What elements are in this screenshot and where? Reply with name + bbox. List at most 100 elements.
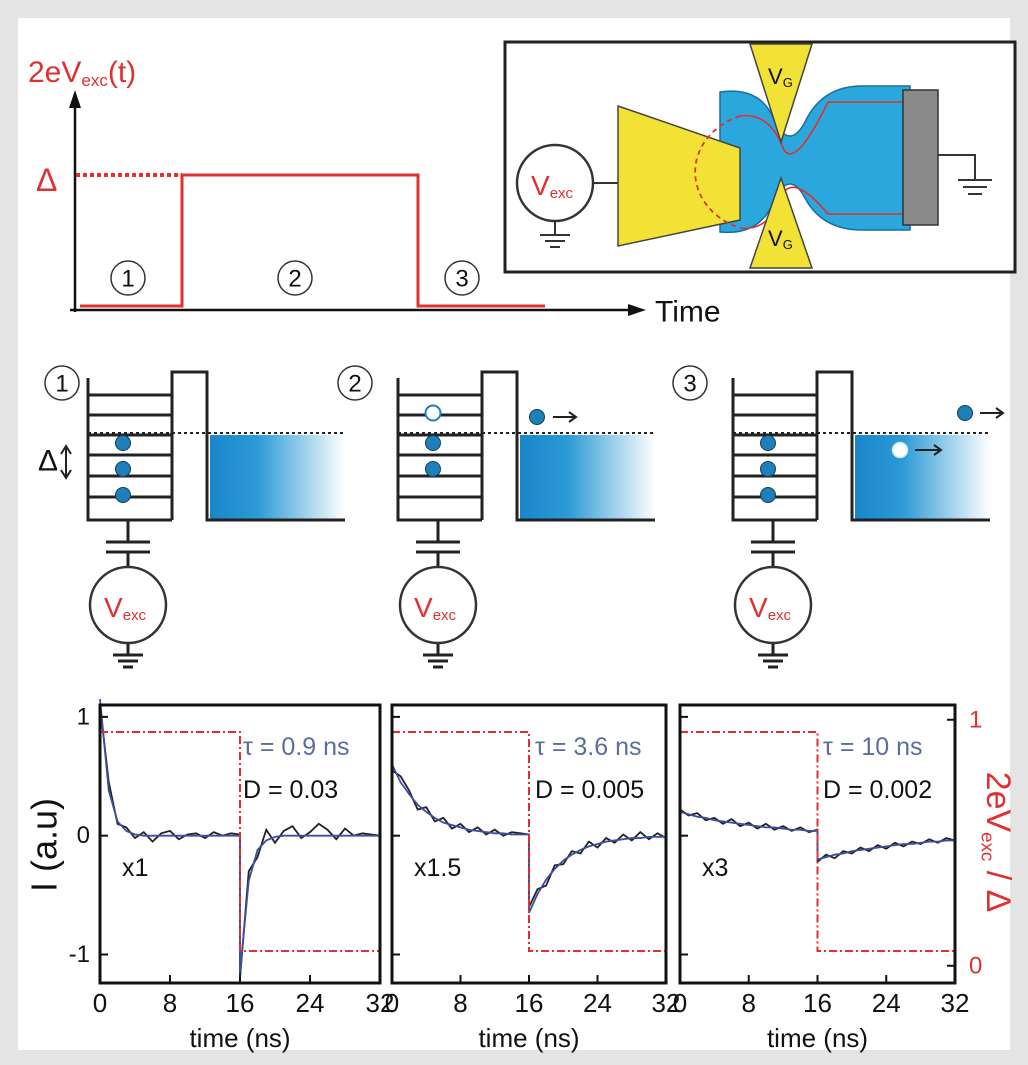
lead — [855, 435, 990, 520]
y2-tick-label: 1 — [969, 706, 982, 733]
pulse-diagram: Time Δ 2eVexc(t) 1 2 3 — [28, 56, 721, 329]
x-axis-label: time (ns) — [189, 1023, 290, 1053]
source-label: Vexc — [749, 592, 792, 624]
annotation: x3 — [702, 854, 728, 882]
gate-label: VG — [768, 226, 793, 252]
energy-diagram: 2 Vexc — [337, 365, 655, 669]
gate — [748, 175, 814, 269]
annotation: x1 — [122, 854, 148, 882]
source-circle — [88, 565, 168, 645]
ohmic-contact — [617, 104, 741, 247]
source-label: Vexc — [414, 592, 457, 624]
step-number: 3 — [455, 266, 468, 293]
x-tick-label: 32 — [366, 988, 395, 1018]
hole — [424, 404, 442, 422]
y-tick-label: -1 — [69, 941, 90, 968]
step-number: 1 — [121, 266, 134, 293]
text: V — [749, 592, 768, 623]
text: V — [768, 64, 783, 89]
capacitor — [106, 520, 150, 669]
electron — [529, 409, 545, 425]
y-tick-label: 0 — [77, 822, 90, 849]
text: (t) — [108, 56, 136, 89]
x-tick-label: 16 — [515, 988, 544, 1018]
delta-label: Δ — [36, 162, 57, 198]
annotation: D = 0.002 — [823, 776, 932, 804]
step-circle — [672, 365, 708, 401]
arrowhead — [628, 304, 646, 316]
annotation: τ = 3.6 ns — [535, 733, 641, 761]
text: / Δ — [979, 861, 1017, 912]
y-axis-label: I (a.u) — [24, 798, 65, 892]
data-line — [680, 731, 955, 953]
y-tick-label: 1 — [77, 703, 90, 730]
source-label: Vexc — [104, 592, 147, 624]
annotation: D = 0.005 — [535, 776, 644, 804]
subscript: G — [783, 237, 793, 252]
subscript: G — [783, 75, 793, 90]
arrow — [553, 411, 578, 423]
step-number: 2 — [288, 266, 301, 293]
time-label: Time — [655, 296, 721, 329]
data-line — [392, 731, 666, 953]
step-circle — [110, 260, 146, 296]
edge-state — [694, 115, 741, 229]
annotation: τ = 0.9 ns — [243, 733, 349, 761]
gate-label: VG — [768, 64, 793, 90]
arrowhead — [69, 90, 81, 108]
step-circle — [44, 365, 80, 401]
x-tick-label: 24 — [583, 988, 612, 1018]
x-tick-label: 24 — [296, 988, 325, 1018]
dot-levels — [731, 370, 990, 522]
text: V — [414, 592, 433, 623]
subscript: exc — [550, 185, 574, 202]
x-tick-label: 0 — [385, 988, 399, 1018]
capacitor — [416, 520, 460, 669]
source-circle — [398, 565, 478, 645]
subscript: exc — [123, 607, 147, 624]
x-tick-label: 16 — [803, 988, 832, 1018]
annotation: D = 0.03 — [243, 776, 338, 804]
text: 2eV — [979, 772, 1017, 833]
electron — [760, 461, 776, 477]
2deg — [719, 85, 911, 234]
text: V — [768, 226, 783, 251]
source-label: Vexc — [531, 170, 574, 202]
x-tick-label: 8 — [163, 988, 177, 1018]
dot-levels — [86, 370, 345, 522]
x-tick-label: 32 — [941, 988, 970, 1018]
step-circle — [444, 260, 480, 296]
device: Vexc VG VG — [503, 40, 1017, 274]
pulse — [80, 173, 545, 308]
x-tick-label: 8 — [742, 988, 756, 1018]
ground — [540, 221, 570, 248]
text: V — [531, 170, 550, 201]
text: 2eV — [28, 56, 81, 89]
subscript: exc — [768, 607, 792, 624]
step-number: 1 — [55, 371, 68, 398]
x-axis-label: time (ns) — [478, 1023, 579, 1053]
y2-tick-label: 0 — [969, 952, 982, 979]
delta-arrow — [60, 444, 72, 480]
gate — [748, 43, 814, 145]
step-circle — [277, 260, 313, 296]
annotation: τ = 10 ns — [823, 733, 923, 761]
lead — [210, 435, 345, 520]
electron — [760, 487, 776, 503]
x-tick-label: 32 — [652, 988, 681, 1018]
electron — [957, 405, 973, 421]
source-circle — [733, 565, 813, 645]
pulse-label: 2eVexc(t) — [28, 56, 136, 90]
hole — [891, 441, 909, 459]
drain — [902, 89, 939, 226]
electron — [425, 435, 441, 451]
x-tick-label: 0 — [93, 988, 107, 1018]
x-tick-label: 24 — [872, 988, 901, 1018]
text: V — [104, 592, 123, 623]
x-axis-label: time (ns) — [767, 1023, 868, 1053]
electron — [115, 487, 131, 503]
x-tick-label: 8 — [453, 988, 467, 1018]
subscript: exc — [433, 607, 457, 624]
